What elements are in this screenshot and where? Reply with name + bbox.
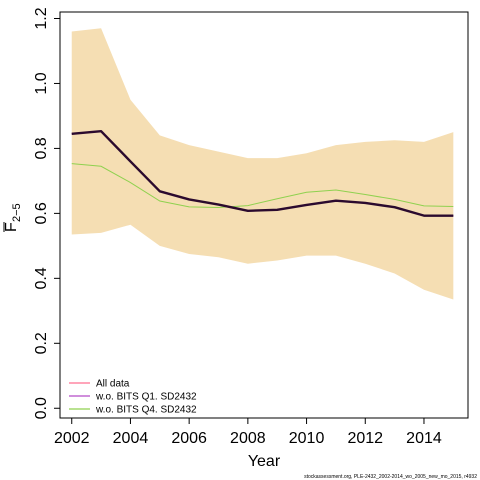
x-tick-label: 2012 (347, 430, 383, 447)
y-tick-label: 0.0 (33, 397, 50, 419)
legend-label: w.o. BITS Q1. SD2432 (95, 392, 197, 403)
footer-note: stockassessment.org, PLE-2432_2002-2014_… (304, 474, 477, 480)
y-tick-label: 0.6 (33, 202, 50, 224)
y-tick-label: 1.2 (33, 7, 50, 29)
y-axis: 0.0 0.2 0.4 0.6 0.8 1.0 1.2 (33, 7, 60, 419)
series-line-wo-bits-q4 (71, 163, 454, 209)
y-tick-label: 0.2 (33, 332, 50, 354)
series-lines (71, 129, 454, 217)
legend-label: w.o. BITS Q4. SD2432 (95, 405, 197, 416)
x-axis-title: Year (248, 453, 281, 470)
x-axis: 2002 2004 2006 2008 2010 2012 2014 (54, 418, 442, 447)
x-tick-label: 2002 (54, 430, 90, 447)
y-axis-title-subscript: 2−5 (11, 203, 23, 222)
confidence-band-area (71, 28, 454, 300)
y-tick-label: 0.4 (33, 267, 50, 289)
legend-label: All data (96, 379, 130, 390)
x-tick-label: 2008 (230, 430, 266, 447)
x-tick-label: 2010 (289, 430, 325, 447)
legend: All data w.o. BITS Q1. SD2432 w.o. BITS Q4… (69, 379, 197, 416)
x-tick-label: 2006 (171, 430, 207, 447)
series-line-estimate (71, 129, 454, 217)
y-axis-title: F 2−5 (3, 203, 23, 232)
plot-frame (59, 11, 469, 419)
confidence-band (71, 28, 454, 300)
y-axis-title-main: F (3, 222, 20, 232)
y-tick-label: 0.8 (33, 137, 50, 159)
x-tick-label: 2004 (113, 430, 149, 447)
y-tick-label: 1.0 (33, 72, 50, 94)
x-tick-label: 2014 (406, 430, 442, 447)
